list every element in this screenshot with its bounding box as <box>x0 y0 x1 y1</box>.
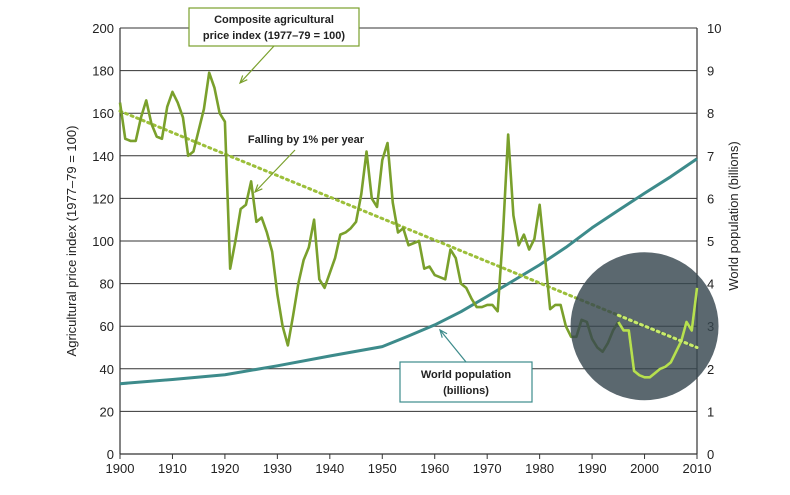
y-left-tick-label: 20 <box>100 404 114 419</box>
annotation-text: Falling by 1% per year <box>248 134 365 146</box>
annotation-arrow-population <box>439 329 467 363</box>
annotation-arrow-price-index-head <box>238 75 248 85</box>
y-right-tick-label: 6 <box>707 191 714 206</box>
y-left-tick-label: 160 <box>92 106 114 121</box>
y-right-tick-label: 4 <box>707 277 714 292</box>
y-left-axis-title: Agricultural price index (1977–79 = 100) <box>64 126 79 357</box>
x-tick-label: 1980 <box>525 461 554 476</box>
y-left-tick-label: 0 <box>107 447 114 462</box>
x-tick-label: 1930 <box>263 461 292 476</box>
x-tick-label: 2000 <box>630 461 659 476</box>
y-left-tick-label: 120 <box>92 191 114 206</box>
axes: 0204060801001201401601802000123456789101… <box>64 21 741 476</box>
y-left-tick-label: 200 <box>92 21 114 36</box>
y-left-tick-label: 80 <box>100 277 114 292</box>
y-right-tick-label: 1 <box>707 404 714 419</box>
y-right-tick-label: 9 <box>707 64 714 79</box>
annotation-arrow-price-index <box>239 45 275 84</box>
y-left-tick-label: 60 <box>100 319 114 334</box>
y-right-axis-title: World population (billions) <box>726 141 741 290</box>
y-right-tick-label: 10 <box>707 21 721 36</box>
y-left-tick-label: 180 <box>92 64 114 79</box>
trend-dotted-line <box>118 109 699 349</box>
x-tick-label: 1950 <box>368 461 397 476</box>
x-tick-label: 1900 <box>106 461 135 476</box>
annotation-text: Composite agricultural <box>214 14 334 26</box>
x-tick-label: 1920 <box>210 461 239 476</box>
x-tick-label: 1970 <box>473 461 502 476</box>
y-left-tick-label: 100 <box>92 234 114 249</box>
annotation-text: price index (1977–79 = 100) <box>203 30 346 42</box>
y-right-tick-label: 0 <box>707 447 714 462</box>
annotation-box-population <box>399 361 533 403</box>
trend-highlight-segment <box>616 313 699 349</box>
x-tick-label: 1960 <box>420 461 449 476</box>
y-left-tick-label: 140 <box>92 149 114 164</box>
x-tick-label: 1910 <box>158 461 187 476</box>
y-left-tick-label: 40 <box>100 362 114 377</box>
highlight-layer <box>570 252 719 401</box>
annotation-text: (billions) <box>443 385 489 397</box>
highlight-circle <box>570 252 719 401</box>
x-tick-label: 1940 <box>315 461 344 476</box>
y-right-tick-label: 2 <box>707 362 714 377</box>
y-right-tick-label: 7 <box>707 149 714 164</box>
x-tick-label: 2010 <box>683 461 712 476</box>
y-right-tick-label: 8 <box>707 106 714 121</box>
price-index-highlight-segment <box>617 287 699 379</box>
annotation-arrow-trend <box>254 149 296 193</box>
annotation-arrow-trend-head <box>253 184 263 194</box>
annotation-text: World population <box>421 369 512 381</box>
annotations: Composite agricultural price index (1977–… <box>188 7 533 403</box>
y-right-tick-label: 5 <box>707 234 714 249</box>
x-tick-label: 1990 <box>578 461 607 476</box>
annotation-arrow-population-head <box>439 328 448 338</box>
